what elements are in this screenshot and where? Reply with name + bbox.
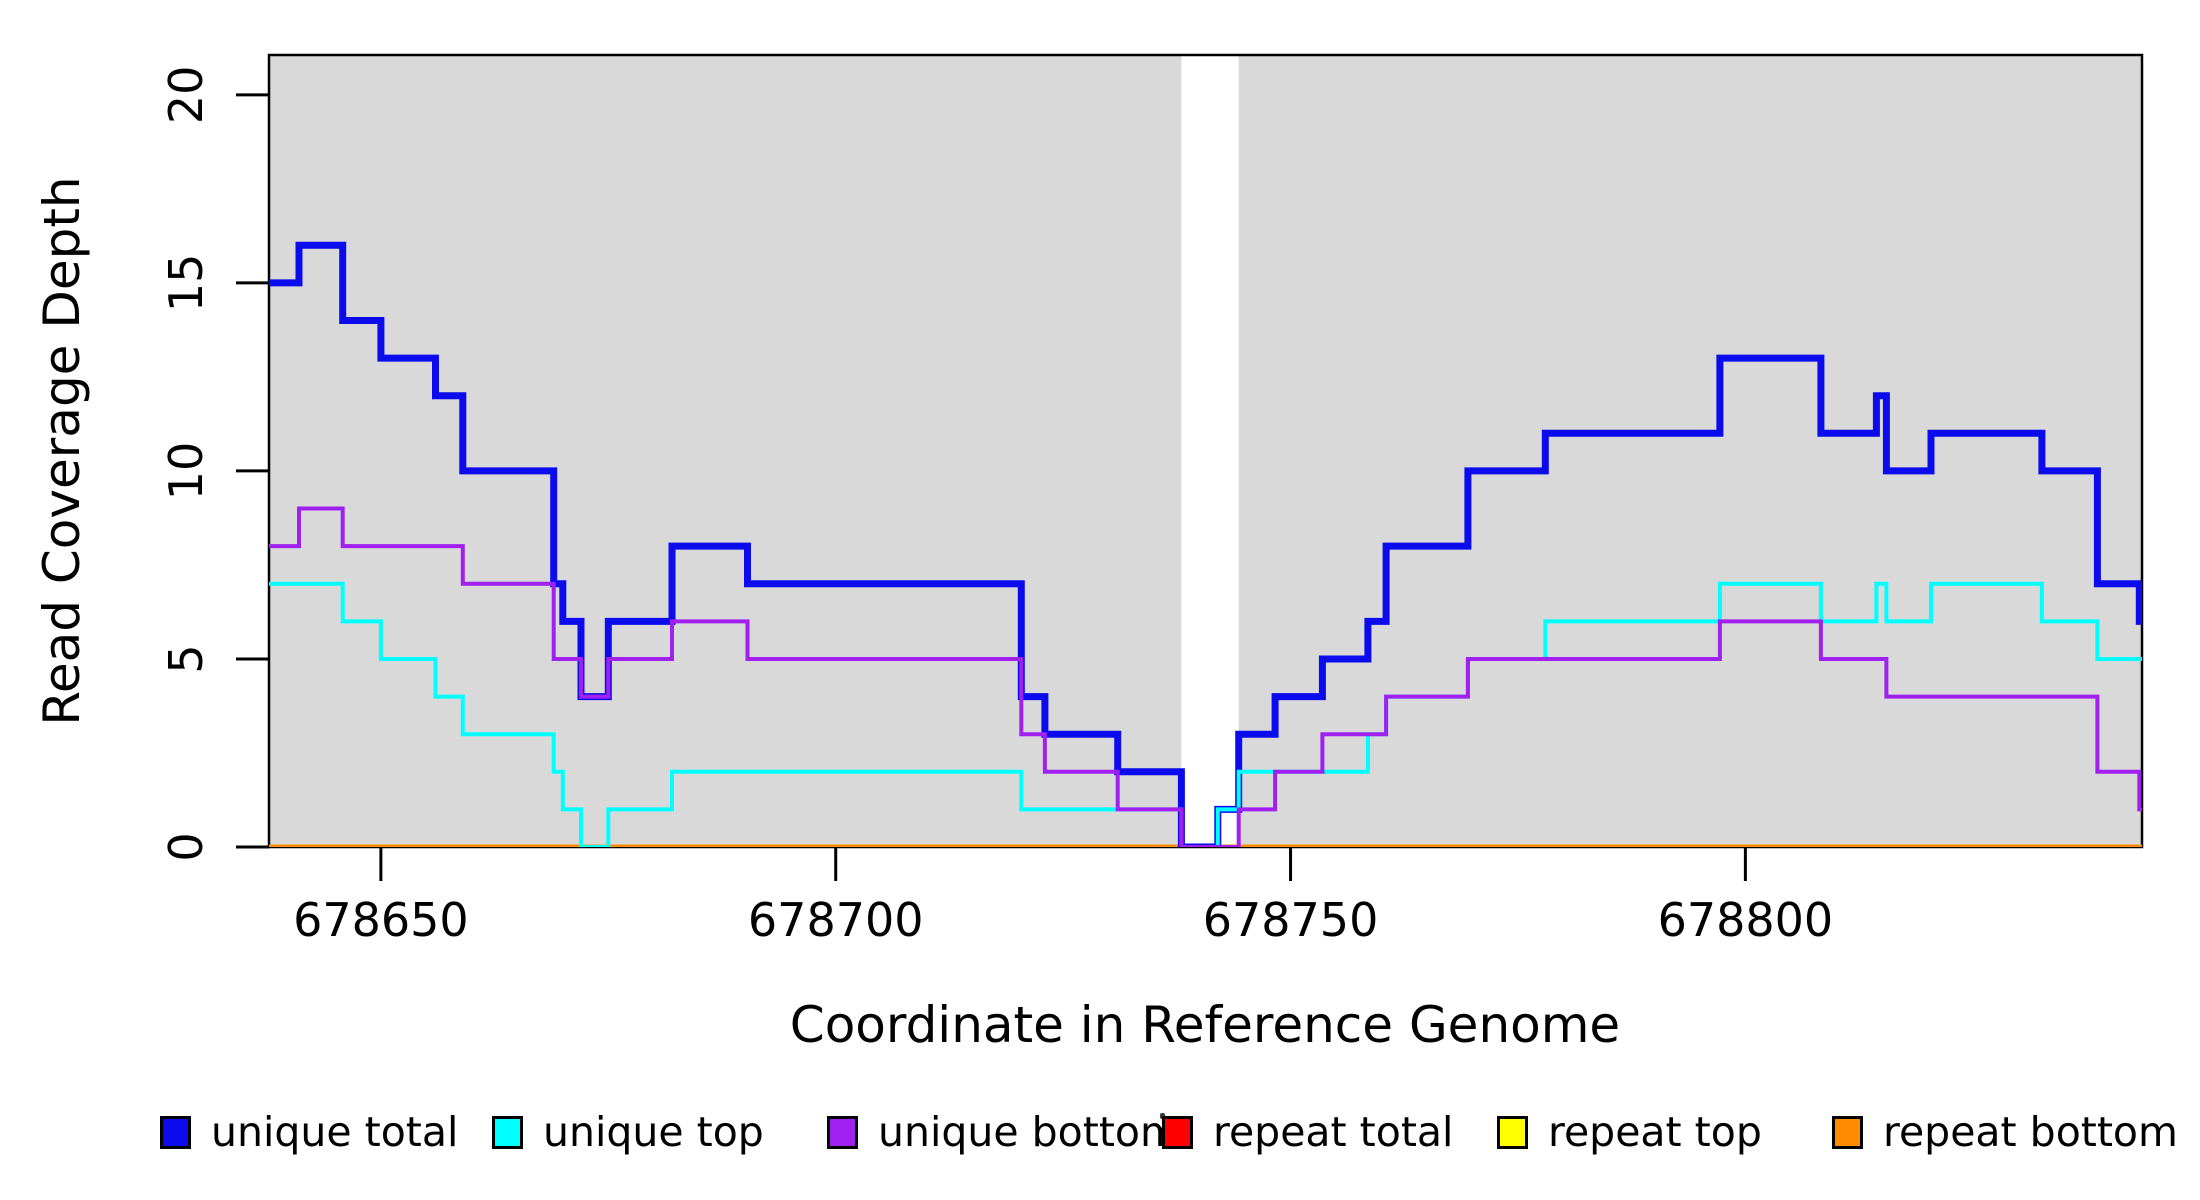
- legend-item-unique-top: unique top: [492, 1108, 764, 1156]
- x-tick-label: 678750: [1203, 893, 1379, 947]
- legend-label-repeat-top: repeat top: [1548, 1108, 1762, 1156]
- line-unique-bottom: [269, 506, 2142, 847]
- legend-swatch-repeat-total: [1162, 1115, 1193, 1149]
- legend-label-unique-top: unique top: [543, 1108, 764, 1156]
- legend-item-repeat-total: repeat total: [1162, 1108, 1453, 1156]
- legend-item-repeat-top: repeat top: [1497, 1108, 1762, 1156]
- legend-item-unique-total: unique total: [160, 1108, 458, 1156]
- y-tick-label: 20: [159, 66, 213, 125]
- y-tick-label: 15: [159, 254, 213, 313]
- legend-item-unique-bottom: unique bottom: [827, 1108, 1180, 1156]
- x-axis-title: Coordinate in Reference Genome: [789, 996, 1621, 1054]
- legend-item-repeat-bottom: repeat bottom: [1832, 1108, 2178, 1156]
- legend-swatch-repeat-top: [1497, 1115, 1528, 1149]
- x-tick-label: 678650: [293, 893, 469, 947]
- legend-swatch-unique-top: [492, 1115, 523, 1149]
- y-tick-label: 0: [159, 832, 213, 861]
- legend-swatch-repeat-bottom: [1832, 1115, 1863, 1149]
- background-band-1: [1238, 55, 2142, 847]
- legend-label-unique-bottom: unique bottom: [878, 1108, 1180, 1156]
- legend-label-repeat-bottom: repeat bottom: [1883, 1108, 2178, 1156]
- background-band-0: [269, 55, 1182, 847]
- y-axis-title: Read Coverage Depth: [33, 176, 91, 726]
- legend: unique total unique top unique bottom re…: [0, 1108, 2200, 1156]
- legend-label-unique-total: unique total: [211, 1108, 459, 1156]
- legend-label-repeat-total: repeat total: [1213, 1108, 1454, 1156]
- x-tick-label: 678800: [1658, 893, 1834, 947]
- legend-swatch-unique-total: [160, 1115, 191, 1149]
- x-tick-label: 678700: [748, 893, 924, 947]
- y-tick-label: 5: [159, 644, 213, 673]
- line-unique-top: [269, 581, 2142, 847]
- legend-swatch-unique-bottom: [827, 1115, 858, 1149]
- y-tick-label: 10: [159, 442, 213, 501]
